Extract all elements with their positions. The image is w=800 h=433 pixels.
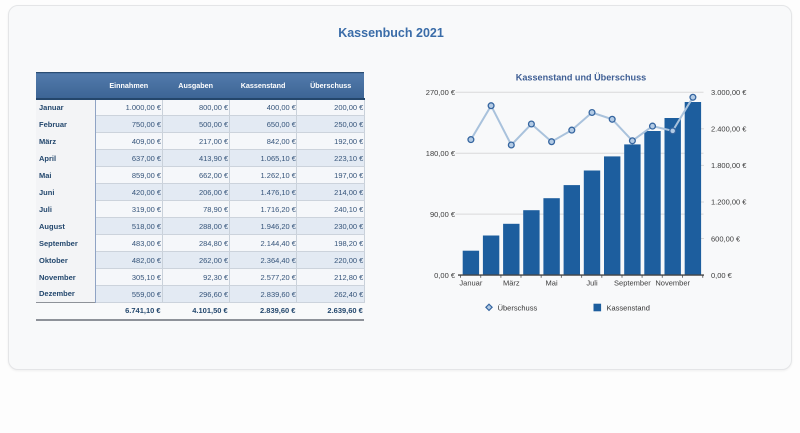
svg-text:Kassenstand: Kassenstand [607,303,650,312]
svg-text:September: September [614,278,651,287]
svg-text:Januar: Januar [459,278,482,287]
svg-text:270,00 €: 270,00 € [426,88,456,97]
svg-text:180,00 €: 180,00 € [426,149,456,158]
svg-text:0,00 €: 0,00 € [711,271,733,280]
svg-text:90,00 €: 90,00 € [430,210,456,219]
svg-text:Juli: Juli [586,278,598,287]
svg-text:600,00 €: 600,00 € [711,234,741,243]
svg-text:1.200,00 €: 1.200,00 € [711,198,747,207]
svg-text:2.400,00 €: 2.400,00 € [711,125,747,134]
svg-text:Überschuss: Überschuss [498,303,538,312]
svg-text:Mai: Mai [546,278,558,287]
svg-text:November: November [655,278,690,287]
svg-text:Kassenstand und Überschuss: Kassenstand und Überschuss [516,73,646,83]
svg-text:0,00 €: 0,00 € [434,271,456,280]
svg-text:3.000,00 €: 3.000,00 € [711,88,747,97]
svg-text:1.800,00 €: 1.800,00 € [711,161,747,170]
svg-text:März: März [503,278,520,287]
